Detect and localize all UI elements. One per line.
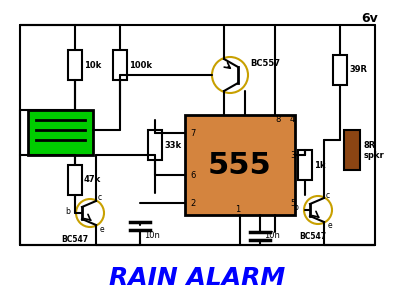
Text: BC547: BC547 <box>62 235 88 244</box>
Bar <box>113 50 127 80</box>
Circle shape <box>76 199 104 227</box>
Text: 8: 8 <box>275 116 280 124</box>
Bar <box>344 130 360 170</box>
Text: 1k: 1k <box>314 160 325 169</box>
Text: c: c <box>98 194 102 202</box>
Text: BC547: BC547 <box>299 232 327 241</box>
Text: 1: 1 <box>235 206 240 214</box>
Bar <box>333 55 347 85</box>
Text: spkr: spkr <box>364 151 385 160</box>
Text: 47k: 47k <box>84 176 101 184</box>
Text: 3: 3 <box>290 151 295 160</box>
Text: 8R: 8R <box>364 140 376 149</box>
Text: 7: 7 <box>190 128 196 137</box>
Text: 10n: 10n <box>264 232 280 241</box>
Bar <box>185 115 295 215</box>
Text: RAIN ALARM: RAIN ALARM <box>109 266 285 290</box>
Text: 33k: 33k <box>164 140 181 149</box>
Text: e: e <box>328 221 332 230</box>
Text: 4: 4 <box>290 116 295 124</box>
Text: 10k: 10k <box>84 61 101 70</box>
Text: 6: 6 <box>190 170 196 179</box>
Bar <box>298 150 312 180</box>
Text: 10n: 10n <box>144 232 160 241</box>
Text: 5: 5 <box>290 199 295 208</box>
Circle shape <box>212 57 248 93</box>
Text: 39R: 39R <box>349 65 367 74</box>
Text: b: b <box>293 203 299 212</box>
Bar <box>148 130 162 160</box>
Text: 555: 555 <box>208 151 272 179</box>
Bar <box>68 50 82 80</box>
Text: BC557: BC557 <box>250 58 280 68</box>
Text: e: e <box>100 224 104 233</box>
Text: b: b <box>66 206 70 215</box>
Text: c: c <box>326 190 330 200</box>
Text: 100k: 100k <box>129 61 152 70</box>
Bar <box>68 165 82 195</box>
Text: 6v: 6v <box>362 11 378 25</box>
Text: 2: 2 <box>190 199 195 208</box>
Bar <box>28 110 93 155</box>
Circle shape <box>304 196 332 224</box>
